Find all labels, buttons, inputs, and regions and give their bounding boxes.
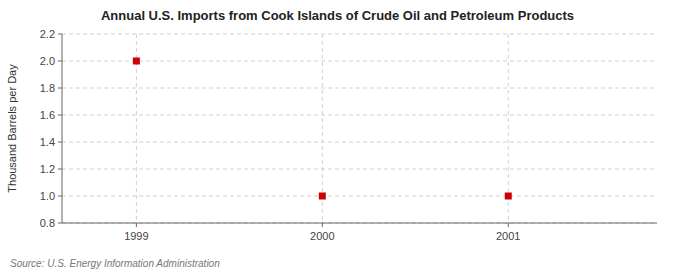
y-tick-label: 1.8 [40, 82, 55, 94]
y-tick [58, 196, 62, 197]
y-tick-label: 0.8 [40, 217, 55, 229]
x-tick [322, 223, 323, 227]
point [319, 193, 326, 200]
title: Annual U.S. Imports from Cook Islands of… [101, 8, 574, 23]
y-grid-line [62, 169, 657, 170]
y-grid-line [62, 142, 657, 143]
y-tick [58, 223, 62, 224]
y-tick-label: 1.0 [40, 190, 55, 202]
x-tick-label: 2000 [310, 230, 334, 242]
y-tick [58, 169, 62, 170]
x-tick-label: 1999 [124, 230, 148, 242]
y-grid-line [62, 88, 657, 89]
y-grid-line [62, 115, 657, 116]
y-tick-label: 2.0 [40, 55, 55, 67]
y-grid-line [62, 196, 657, 197]
y-tick-label: 1.6 [40, 109, 55, 121]
x-tick [136, 223, 137, 227]
y-tick [58, 115, 62, 116]
axes: 0.8 1.0 1.2 1.4 1.6 1.8 2.0 2.2 1999 2000 2001 [40, 28, 657, 242]
points [133, 58, 512, 200]
y-grid-line [62, 223, 657, 224]
annotation: Source: U.S. Energy Information Administ… [10, 258, 220, 269]
point [133, 58, 140, 65]
y-tick-label: 1.2 [40, 163, 55, 175]
y-tick [58, 142, 62, 143]
grid [62, 34, 657, 223]
y-tick [58, 34, 62, 35]
y-axis-line [62, 34, 63, 223]
y-tick [58, 88, 62, 89]
point [505, 193, 512, 200]
x-tick-label: 2001 [496, 230, 520, 242]
y-grid-line [62, 34, 657, 35]
x-axis-line [62, 223, 657, 224]
chart: Annual U.S. Imports from Cook Islands of… [0, 0, 675, 275]
y-tick-label: 2.2 [40, 28, 55, 40]
x-tick [508, 223, 509, 227]
y-tick-label: 1.4 [40, 136, 55, 148]
y-axis-label: Thousand Barrels per Day [6, 64, 18, 193]
y-grid-line [62, 61, 657, 62]
y-tick [58, 61, 62, 62]
